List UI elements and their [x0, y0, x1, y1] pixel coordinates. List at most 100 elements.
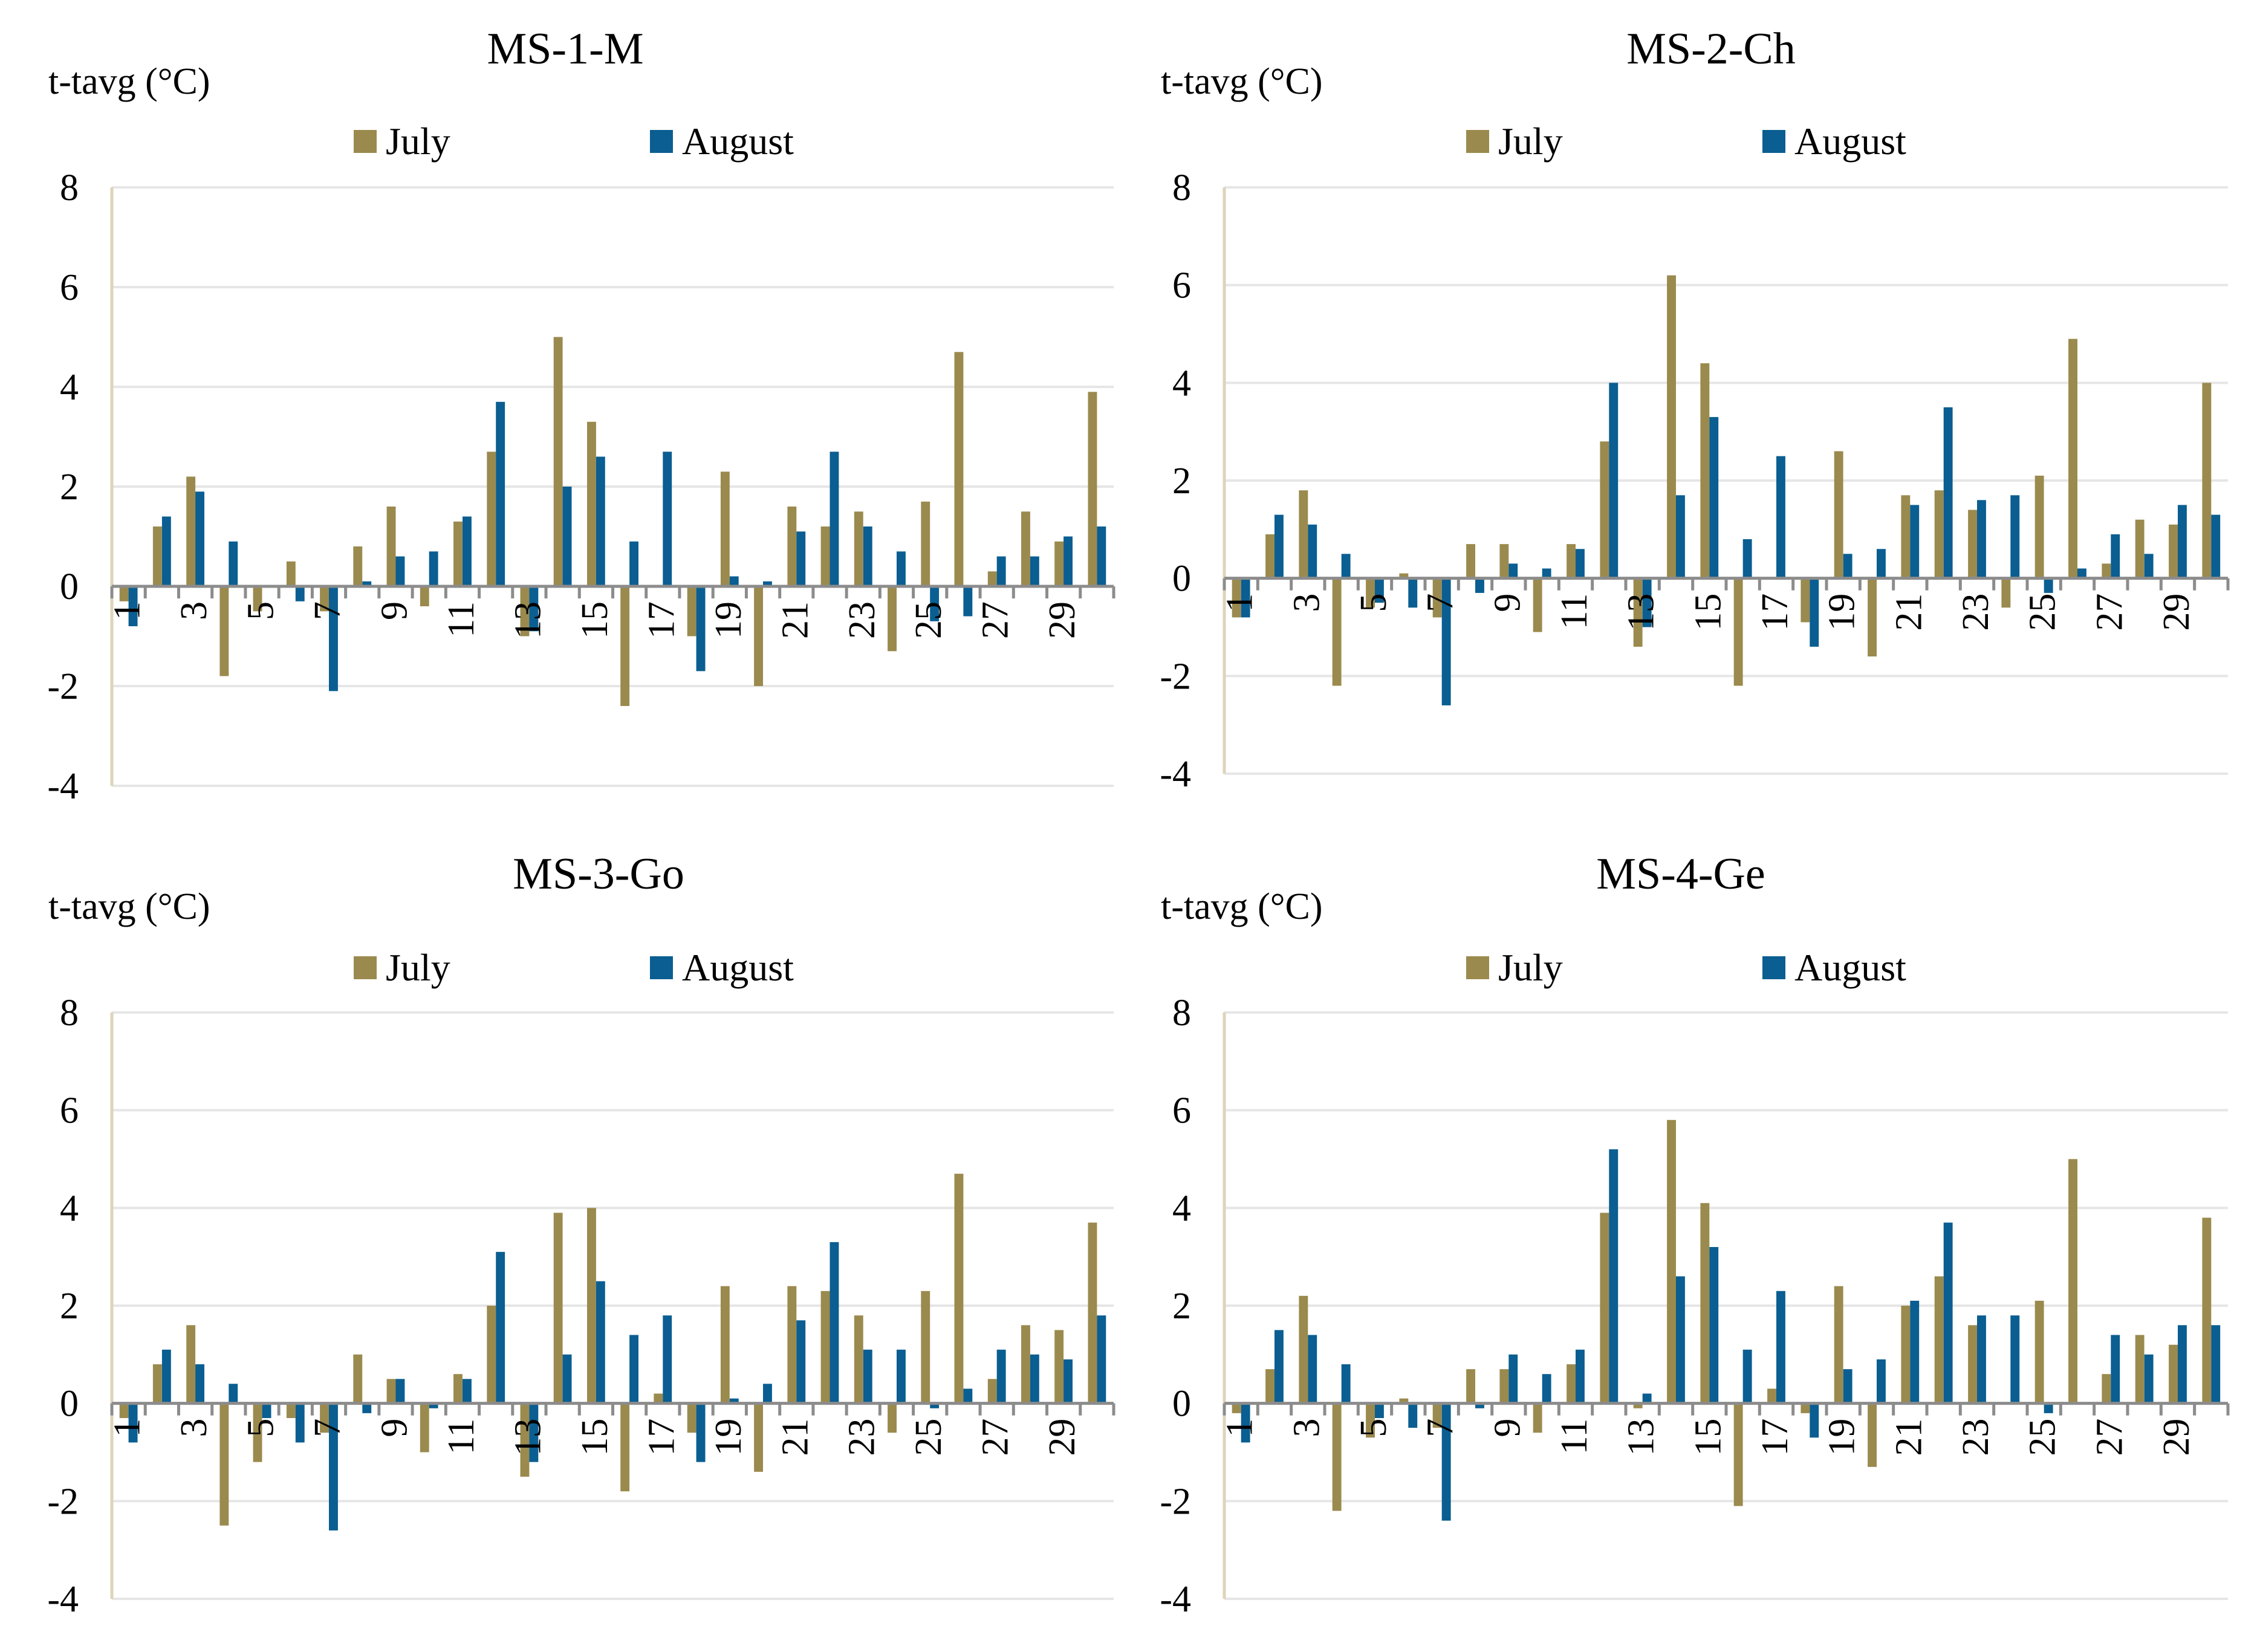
x-tick-label: 3	[1286, 1419, 1327, 1437]
bar-august-20	[763, 1384, 772, 1404]
x-tick-label: 13	[507, 1419, 548, 1456]
y-tick-label: 6	[1172, 1090, 1191, 1132]
bar-august-29	[2178, 505, 2187, 578]
bar-july-25	[921, 1291, 930, 1404]
bar-july-28	[1021, 1325, 1030, 1404]
bar-august-2	[1274, 514, 1284, 578]
x-tick-label: 19	[708, 1419, 749, 1456]
legend-swatch-august	[650, 130, 673, 153]
x-tick-label: 1	[107, 601, 148, 620]
bar-july-17	[654, 1393, 663, 1404]
bar-july-25	[921, 501, 930, 587]
x-tick-label: 25	[2022, 1419, 2064, 1456]
chart-panel-ms-2-ch: MS-2-Ch t-tavg (°C) July August 8 6 4 2 0 -2 -…	[1160, 24, 2230, 795]
x-tick-label: 3	[1286, 594, 1327, 612]
bar-july-27	[2102, 563, 2111, 578]
x-tick-label: 11	[441, 601, 482, 638]
bar-august-14	[562, 487, 572, 586]
bar-july-26	[2068, 338, 2077, 578]
y-tick-label: 0	[60, 566, 79, 607]
bar-july-6	[1399, 573, 1409, 578]
bar-august-3	[195, 491, 204, 587]
y-tick-label: 2	[60, 467, 79, 508]
bar-august-23	[863, 1349, 872, 1404]
x-tick-label: 13	[507, 601, 548, 639]
bar-august-28	[2144, 554, 2154, 578]
bar-july-23	[854, 1315, 863, 1404]
bar-august-2	[161, 1349, 171, 1404]
bar-august-18	[696, 1403, 706, 1462]
bar-august-27	[2111, 534, 2120, 578]
bar-july-5	[253, 1403, 262, 1462]
chart-panel-ms-4-ge: MS-4-Ge t-tavg (°C) July August 8 6 4 2 0 -2 -…	[1160, 849, 2230, 1620]
bar-august-26	[963, 586, 973, 617]
bar-july-7	[320, 586, 329, 612]
y-tick-label: -2	[1160, 656, 1191, 697]
x-tick-label: 17	[641, 1419, 682, 1456]
y-axis-label: t-tavg (°C)	[1161, 886, 1323, 927]
bar-july-15	[1700, 1203, 1710, 1404]
x-tick-label: 27	[975, 1419, 1016, 1456]
x-tick-label: 1	[107, 1419, 148, 1437]
bar-july-19	[720, 471, 730, 587]
bar-august-8	[362, 1403, 372, 1413]
bar-august-29	[2178, 1325, 2187, 1404]
bar-july-13	[520, 1403, 530, 1477]
y-tick-label: -4	[47, 766, 79, 807]
y-tick-label: -4	[1160, 754, 1191, 795]
bar-july-6	[286, 561, 296, 587]
x-tick-label: 15	[574, 1419, 615, 1456]
y-tick-label: 6	[60, 267, 79, 308]
x-tick-label: 1	[1219, 594, 1261, 612]
bar-july-17	[1767, 1388, 1776, 1404]
bar-july-20	[754, 586, 763, 686]
bar-july-18	[687, 586, 697, 637]
chart-title: MS-1-M	[487, 24, 643, 74]
x-tick-label: 9	[1487, 1419, 1528, 1437]
bar-august-11	[463, 1379, 472, 1404]
bar-july-11	[453, 521, 463, 587]
bar-august-16	[1742, 1349, 1752, 1404]
y-tick-label: 8	[1172, 993, 1191, 1034]
x-tick-label: 23	[1955, 594, 1996, 631]
x-tick-label: 27	[2089, 1419, 2130, 1456]
x-tick-label: 27	[975, 601, 1016, 639]
bar-august-5	[1375, 578, 1384, 603]
bar-august-18	[696, 586, 706, 672]
bar-july-21	[787, 1286, 797, 1404]
bar-august-15	[1709, 416, 1719, 578]
bar-august-25	[930, 586, 940, 621]
bar-august-29	[1063, 536, 1073, 586]
bar-july-15	[1700, 363, 1710, 578]
bar-august-25	[930, 1403, 940, 1408]
bar-august-16	[629, 541, 638, 587]
bar-august-28	[1030, 1354, 1039, 1404]
bar-july-16	[1733, 578, 1743, 686]
bar-august-3	[1308, 1335, 1317, 1404]
bar-august-23	[1977, 500, 1986, 578]
bar-august-14	[1676, 495, 1685, 578]
x-tick-label: 19	[1822, 594, 1863, 631]
bar-august-22	[830, 1242, 839, 1404]
bar-july-25	[2034, 475, 2044, 578]
bar-august-13	[1642, 578, 1652, 627]
x-tick-label: 13	[1621, 594, 1662, 631]
bar-july-15	[587, 421, 596, 587]
bar-july-12	[487, 452, 496, 587]
x-tick-label: 11	[1554, 594, 1595, 630]
bar-august-27	[996, 556, 1006, 586]
chart-panel-ms-1-m: MS-1-M t-tavg (°C) July August 8 6 4 2 0 -2 -4…	[47, 24, 1115, 807]
bar-july-25	[2034, 1300, 2044, 1404]
bar-august-25	[2044, 1403, 2053, 1413]
y-tick-label: 4	[1172, 1188, 1191, 1229]
y-tick-label: 2	[1172, 461, 1191, 502]
bar-july-14	[1667, 275, 1676, 578]
bar-july-1	[119, 586, 129, 601]
bar-july-5	[1366, 578, 1375, 608]
bar-august-21	[1910, 1300, 1920, 1404]
bar-july-27	[987, 1379, 997, 1404]
x-tick-label: 5	[1353, 594, 1394, 612]
x-tick-label: 21	[774, 601, 816, 639]
bar-july-16	[1733, 1403, 1743, 1506]
